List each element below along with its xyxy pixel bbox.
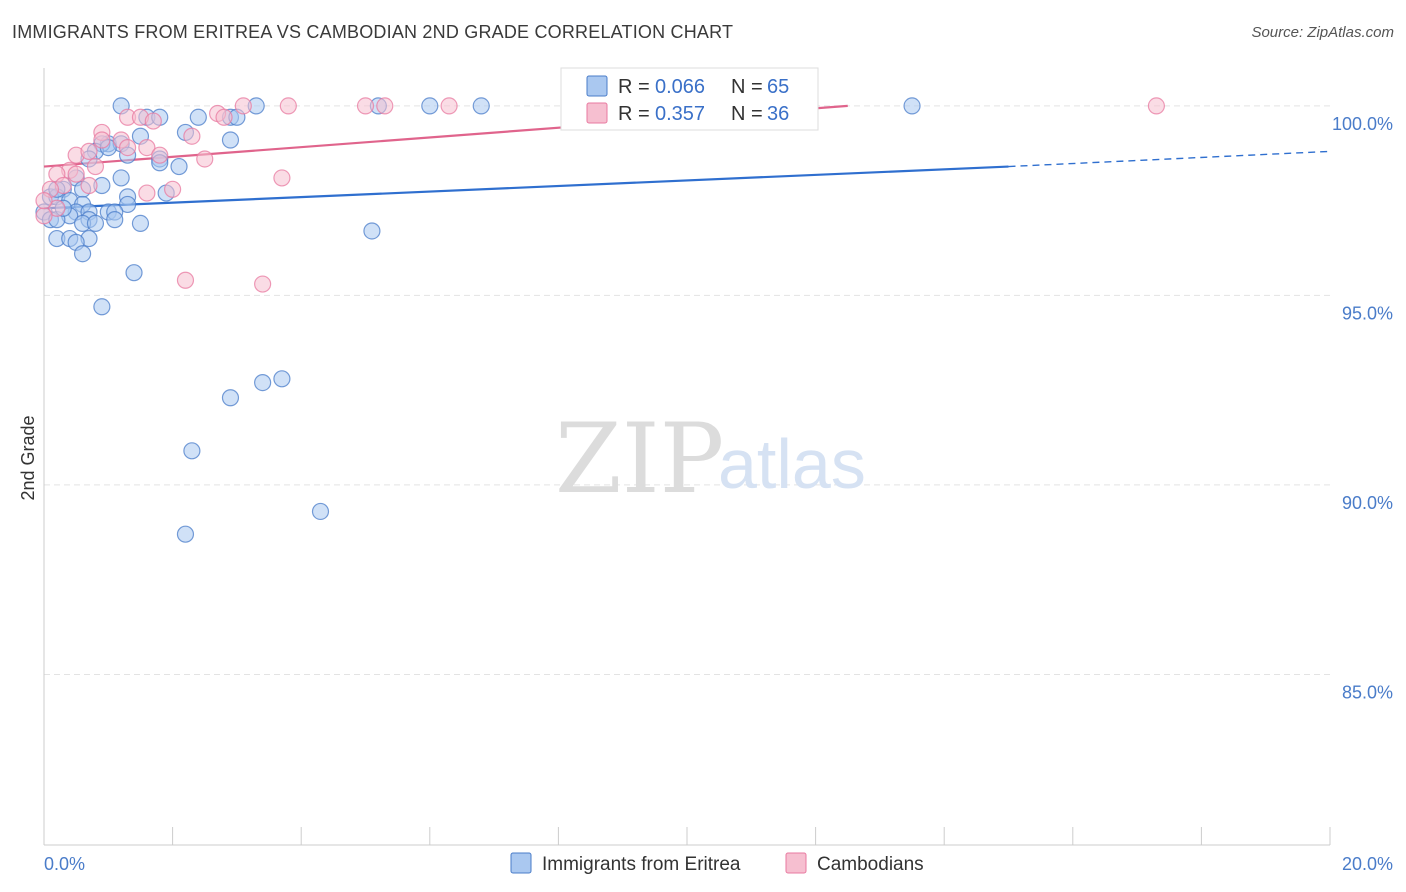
data-point bbox=[421, 97, 439, 115]
data-point bbox=[138, 138, 156, 157]
y-axis-label: 2nd Grade bbox=[18, 415, 38, 500]
data-point bbox=[273, 169, 291, 187]
data-point bbox=[279, 97, 297, 115]
data-points bbox=[35, 97, 1165, 543]
data-point bbox=[176, 525, 195, 543]
data-point bbox=[93, 298, 111, 316]
data-point bbox=[273, 370, 291, 388]
gridlines bbox=[44, 105, 1330, 675]
trend-line-extension bbox=[1008, 150, 1331, 168]
data-point bbox=[376, 97, 394, 115]
data-point bbox=[363, 222, 381, 240]
legend-n-value-0: 65 bbox=[767, 76, 789, 98]
data-point bbox=[221, 131, 240, 149]
data-point bbox=[67, 165, 85, 183]
data-point bbox=[125, 264, 143, 282]
stats-legend: R = 0.066 N = 65 R = 0.357 N = 36 bbox=[560, 67, 819, 131]
series-legend-eritrea: Immigrants from Eritrea bbox=[542, 854, 741, 875]
data-point bbox=[176, 271, 195, 289]
watermark-zip: ZIP bbox=[555, 403, 724, 515]
legend-n-value-1: 36 bbox=[767, 103, 789, 125]
data-point bbox=[144, 112, 162, 130]
chart-title: IMMIGRANTS FROM ERITREA VS CAMBODIAN 2ND… bbox=[12, 22, 734, 42]
legend-swatch-cambodians bbox=[586, 102, 608, 124]
data-point bbox=[196, 150, 214, 168]
x-tick-label: 20.0% bbox=[1342, 854, 1393, 874]
data-point bbox=[356, 97, 375, 115]
series-legend-swatch-cambodians bbox=[785, 852, 807, 874]
data-point bbox=[440, 97, 458, 115]
watermark: ZIP atlas bbox=[555, 403, 866, 515]
legend-n-label-0: N = bbox=[731, 76, 763, 98]
series-cambodians bbox=[35, 97, 1165, 293]
series-legend-swatch-eritrea bbox=[510, 852, 532, 874]
data-point bbox=[254, 373, 272, 392]
data-point bbox=[93, 131, 111, 149]
legend-r-value-1: 0.357 bbox=[655, 103, 705, 125]
data-point bbox=[48, 199, 66, 217]
data-point bbox=[1147, 97, 1165, 115]
data-point bbox=[311, 502, 330, 521]
data-point bbox=[234, 97, 252, 115]
data-point bbox=[215, 108, 233, 126]
data-point bbox=[183, 127, 201, 145]
tick-labels: 100.0% 95.0% 90.0% 85.0% 0.0% 20.0% bbox=[44, 114, 1393, 874]
data-point bbox=[131, 214, 150, 232]
legend-r-label-0: R = bbox=[618, 76, 650, 98]
data-point bbox=[112, 169, 130, 187]
y-tick-label: 90.0% bbox=[1342, 493, 1393, 513]
axes bbox=[43, 68, 1331, 846]
data-point bbox=[183, 442, 201, 460]
data-point bbox=[73, 245, 92, 263]
data-point bbox=[189, 108, 207, 126]
data-point bbox=[35, 207, 53, 225]
y-tick-label: 100.0% bbox=[1332, 114, 1393, 134]
data-point bbox=[221, 389, 240, 407]
legend-n-label-1: N = bbox=[731, 103, 763, 125]
y-tick-label: 85.0% bbox=[1342, 682, 1393, 702]
data-point bbox=[86, 157, 105, 176]
data-point bbox=[35, 192, 53, 210]
data-point bbox=[164, 180, 182, 198]
legend-swatch-eritrea bbox=[586, 75, 608, 97]
x-tick-label: 0.0% bbox=[44, 854, 85, 874]
data-point bbox=[151, 146, 169, 164]
data-point bbox=[80, 176, 98, 195]
data-point bbox=[86, 214, 105, 232]
trend-line bbox=[43, 165, 1009, 210]
data-point bbox=[118, 138, 137, 157]
legend-r-value-0: 0.066 bbox=[655, 76, 705, 98]
data-point bbox=[254, 275, 272, 293]
series-legend-cambodians: Cambodians bbox=[817, 854, 924, 875]
data-point bbox=[903, 97, 921, 115]
data-point bbox=[170, 157, 188, 176]
data-point bbox=[118, 195, 137, 214]
data-point bbox=[472, 97, 490, 115]
legend-r-label-1: R = bbox=[618, 103, 650, 125]
data-point bbox=[138, 184, 156, 202]
data-point bbox=[106, 211, 124, 229]
source-label: Source: ZipAtlas.com bbox=[1251, 24, 1394, 41]
series-legend: Immigrants from Eritrea Cambodians bbox=[510, 852, 924, 875]
data-point bbox=[80, 142, 98, 160]
watermark-atlas: atlas bbox=[718, 425, 866, 503]
y-tick-label: 95.0% bbox=[1342, 303, 1393, 323]
